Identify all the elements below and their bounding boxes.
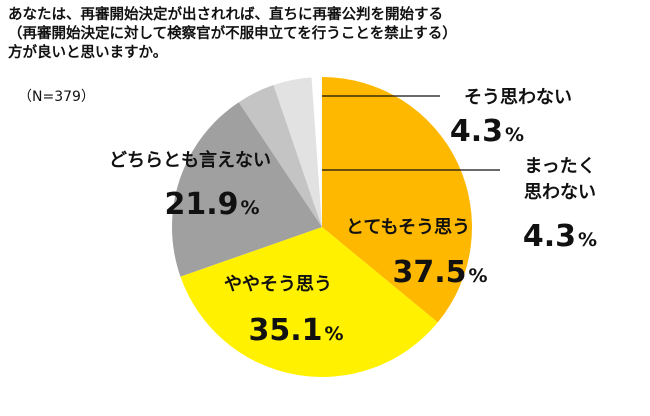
slice-label-0: とてもそう思う — [346, 217, 470, 238]
slice-label-2: どちらとも言えない — [109, 149, 271, 171]
slice-value-4: 4.3% — [523, 219, 597, 254]
question-line-2: （再審開始決定に対して検察官が不服申立てを行うことを禁止する） — [8, 26, 457, 42]
slice-label-4-1: 思わない — [524, 182, 596, 203]
slice-label-1: ややそう思う — [224, 274, 332, 295]
pie-slice-4 — [273, 77, 322, 228]
slice-value-2: 21.9% — [164, 187, 259, 222]
pie-slice-1 — [180, 227, 438, 378]
pie-slice-2 — [171, 102, 322, 277]
slice-label-4-0: まったく — [524, 156, 595, 177]
question-line-3: 方が良いと思いますか。 — [8, 45, 168, 61]
slice-value-3: 4.3% — [450, 114, 524, 149]
slice-label-3: そう思わない — [464, 87, 572, 108]
sample-size: （N=379） — [18, 89, 95, 105]
pie-slice-3 — [238, 85, 322, 227]
slice-value-1: 35.1% — [248, 313, 343, 348]
question-line-1: あなたは、再審開始決定が出されれば、直ちに再審公判を開始する — [8, 7, 443, 23]
pie-slice-0 — [322, 77, 473, 323]
slice-value-0: 37.5% — [392, 255, 487, 290]
question-title: あなたは、再審開始決定が出されれば、直ちに再審公判を開始する （再審開始決定に対… — [8, 6, 644, 63]
